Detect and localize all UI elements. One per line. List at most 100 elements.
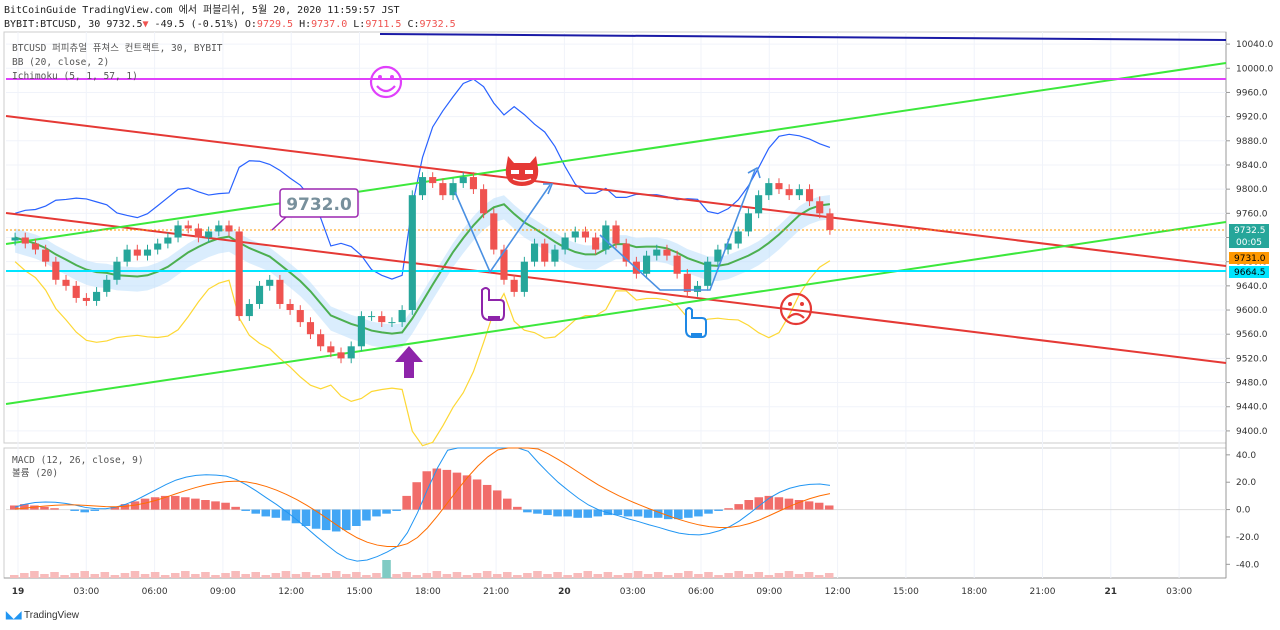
macd-histogram-bar: [120, 504, 130, 510]
path-arrow-2[interactable]: [599, 169, 756, 291]
volume-bar: [342, 574, 351, 578]
price-change: -49.5 (-0.51%): [154, 19, 239, 30]
macd-histogram-bar: [674, 509, 683, 520]
candle-body: [561, 237, 569, 250]
volume-bar: [321, 573, 331, 578]
candle-body: [103, 279, 111, 292]
candle-body: [469, 177, 477, 190]
trend-line-red-lower[interactable]: [5, 212, 1227, 364]
candle-body: [174, 225, 182, 238]
macd-histogram-bar: [281, 509, 291, 521]
candle-body: [266, 279, 274, 286]
candle-body: [276, 279, 284, 304]
volume-bar: [110, 575, 120, 578]
sad-face-icon[interactable]: [779, 292, 813, 326]
volume-bar: [100, 572, 110, 578]
devil-face-icon[interactable]: [505, 156, 539, 186]
arrow-head-1: [543, 183, 554, 195]
candle-body: [785, 189, 793, 196]
candle-body: [418, 177, 427, 196]
macd-line: [14, 447, 831, 562]
volume-bar: [553, 572, 562, 578]
macd-histogram-bar: [251, 509, 261, 514]
candle-body: [42, 249, 50, 262]
volume-bar: [402, 572, 411, 578]
last-price-badge-text: 9732.5: [1234, 226, 1266, 236]
candle-body: [123, 249, 131, 262]
up-arrow-icon[interactable]: [395, 346, 423, 378]
macd-histogram-bar: [563, 509, 572, 517]
volume-bar: [432, 571, 442, 578]
macd-histogram-bar: [382, 509, 391, 514]
navy-top-line[interactable]: [379, 33, 1227, 41]
trend-line-green-upper[interactable]: [5, 62, 1227, 245]
happy-face-icon[interactable]: [369, 65, 403, 99]
path-arrows[interactable]: [454, 166, 761, 291]
trend-line-green-lower[interactable]: [5, 221, 1227, 405]
candle-body: [744, 213, 752, 232]
candle-body: [72, 285, 80, 298]
candle-body: [683, 273, 691, 292]
macd-tick-label: -20.0: [1236, 533, 1260, 543]
high-value: 9737.0: [311, 19, 348, 30]
macd-histogram-bar: [794, 500, 804, 510]
macd-axis[interactable]: 40.0 20.0 0.0 -20.0 -40.0: [1226, 451, 1260, 570]
time-tick-label: 15:00: [347, 587, 373, 597]
candle-body: [357, 316, 365, 347]
candle-body: [826, 213, 834, 230]
volume-bar: [523, 573, 532, 578]
time-axis[interactable]: 19 03:00 06:00 09:00 12:00 15:00 18:00 21:00 20 0…: [12, 587, 1193, 597]
volume-bar: [472, 573, 482, 578]
candle-body: [429, 177, 437, 184]
volume-bar: [50, 572, 59, 578]
candle-body: [388, 322, 396, 324]
volume-bar: [140, 574, 150, 578]
macd-histogram-bar: [221, 502, 230, 510]
macd-histogram-bar: [754, 497, 764, 510]
volume-bar: [211, 575, 220, 578]
pointing-hand-icon-blue[interactable]: [685, 307, 707, 338]
candle-body: [245, 303, 253, 317]
time-tick-label: 21: [1105, 587, 1118, 597]
macd-histogram-bar: [734, 504, 743, 510]
annotation-shapes[interactable]: 9732.0: [271, 65, 813, 378]
macd-histogram-bar: [623, 509, 633, 517]
candle-body: [408, 195, 416, 311]
path-arrow-1[interactable]: [454, 184, 551, 274]
candle-body: [154, 243, 162, 250]
volume-bar: [382, 560, 391, 578]
trend-line-red-upper[interactable]: [5, 115, 1227, 267]
volume-bar: [714, 575, 723, 578]
candle-body: [704, 261, 712, 286]
candle-body: [225, 225, 233, 232]
volume-bar: [70, 573, 79, 578]
macd-histogram-bar: [784, 498, 794, 510]
time-tick-label: 18:00: [415, 587, 441, 597]
macd-histogram-bar: [513, 506, 522, 510]
volume-bar: [563, 575, 572, 578]
candle-body: [510, 279, 518, 292]
volume-bar: [40, 574, 49, 578]
price-tick-label: 9520.0: [1236, 354, 1268, 364]
macd-tick-label: 40.0: [1236, 451, 1256, 461]
macd-histogram-bar: [663, 509, 673, 520]
volume-bar: [191, 574, 200, 578]
footer: ◣◢ TradingView: [6, 610, 79, 621]
last-price: 9732.5: [106, 19, 143, 30]
candle-body: [164, 237, 172, 244]
macd-histogram-bar: [472, 479, 482, 510]
price-callout-box[interactable]: [279, 188, 359, 218]
macd-histogram-bar: [181, 497, 190, 510]
macd-histogram-bar: [502, 498, 512, 510]
macd-histogram-bar: [643, 509, 653, 518]
candle-body: [755, 195, 763, 214]
candle-body: [11, 237, 19, 241]
price-tick-label: 9640.0: [1236, 282, 1268, 292]
legend-volume: 볼륨 (20): [12, 468, 58, 479]
volume-bar: [301, 572, 311, 578]
volume-bar: [513, 575, 522, 578]
macd-histogram-bar: [321, 509, 331, 531]
pointing-hand-icon-purple[interactable]: [481, 287, 505, 321]
candle-body: [612, 225, 620, 244]
